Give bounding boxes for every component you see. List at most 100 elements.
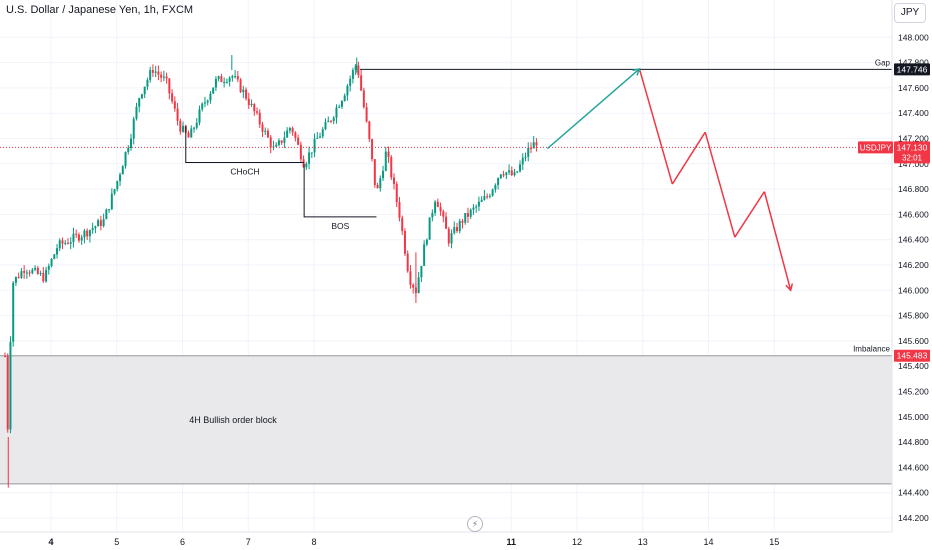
structure-label-bos: BOS <box>331 221 349 231</box>
time-tick-label: 15 <box>769 537 779 547</box>
candle-body <box>187 132 190 138</box>
candle-body <box>387 151 390 157</box>
candle-body <box>384 151 387 171</box>
candle-body <box>343 95 346 101</box>
candle-body <box>475 206 478 208</box>
candle-body <box>151 70 154 73</box>
price-tick-label: 146.800 <box>898 184 929 194</box>
candle-body <box>450 233 453 244</box>
price-tick-label: 145.800 <box>898 311 929 321</box>
price-tick-label: 146.600 <box>898 209 929 219</box>
candle-body <box>365 107 368 122</box>
candle-body <box>392 177 395 184</box>
price-tick-label: 144.200 <box>898 513 929 523</box>
candle-body <box>275 144 278 147</box>
candle-body <box>58 240 61 249</box>
candle-body <box>108 209 111 211</box>
projection-segment <box>734 191 766 238</box>
candle-body <box>94 226 97 229</box>
projection-segment <box>546 68 640 150</box>
time-tick-label: 14 <box>703 537 713 547</box>
imbalance-price-badge <box>894 349 930 362</box>
candle-body <box>395 183 398 203</box>
candle-body <box>242 89 245 93</box>
candle-body <box>154 71 157 73</box>
candle-body <box>362 90 365 108</box>
candle-body <box>403 231 406 254</box>
candle-body <box>72 233 75 243</box>
candle-body <box>212 87 215 94</box>
candle-body <box>75 233 78 235</box>
candle-body <box>324 122 327 130</box>
candle-body <box>283 137 286 143</box>
price-tick-label: 145.200 <box>898 387 929 397</box>
candle-body <box>113 189 116 194</box>
candle-body <box>160 74 163 78</box>
candle-body <box>69 242 72 244</box>
current-price-text: 147.130 <box>897 142 928 152</box>
candle-body <box>291 127 294 133</box>
candle-body <box>124 152 127 167</box>
price-axis[interactable]: 148.000 147.800 147.600 147.400 147.200 147.0… <box>858 0 932 550</box>
candle-body <box>420 265 423 278</box>
candle-body <box>453 227 456 234</box>
candle-body <box>149 70 152 81</box>
candle-body <box>458 220 461 232</box>
order-block-rect <box>0 355 892 484</box>
price-tick-label: 144.800 <box>898 437 929 447</box>
order-block-zones: 4H Bullish order block <box>0 355 892 485</box>
candle-body <box>20 271 23 278</box>
order-block-label: 4H Bullish order block <box>189 415 277 425</box>
countdown-text: 32:01 <box>902 153 923 162</box>
projection-arrow-up <box>632 67 641 76</box>
candle-body <box>423 244 426 266</box>
candle-body <box>86 230 89 237</box>
candle-body <box>519 164 522 172</box>
candle-body <box>499 174 502 179</box>
candle-body <box>371 139 374 160</box>
candle-body <box>445 216 448 229</box>
candle-body <box>357 65 360 76</box>
candle-body <box>223 81 226 83</box>
candle-body <box>50 258 53 267</box>
candle-body <box>280 140 283 143</box>
candle-body <box>431 212 434 218</box>
candle-body <box>171 93 174 102</box>
candle-body <box>182 125 185 132</box>
candle-body <box>373 159 376 185</box>
candle-body <box>480 199 483 202</box>
candle-body <box>88 230 91 237</box>
candle-body <box>524 156 527 158</box>
candle-body <box>264 130 267 132</box>
time-axis[interactable]: 456781112131415181920 <box>0 531 932 547</box>
candle-body <box>195 122 198 128</box>
gap-price-text: 147.746 <box>897 64 928 74</box>
candle-body <box>121 166 124 175</box>
candle-body <box>299 144 302 160</box>
candle-body <box>83 230 86 238</box>
candle-body <box>99 220 102 226</box>
candle-body <box>297 137 300 145</box>
currency-selector[interactable]: JPY <box>894 3 926 23</box>
candle-body <box>91 228 94 231</box>
lightning-icon[interactable]: ⚡ <box>467 516 483 532</box>
candle-body <box>502 174 505 176</box>
candle-body <box>308 152 311 164</box>
candle-body <box>376 184 379 189</box>
symbol-text: USDJPY <box>860 143 892 152</box>
candle-body <box>494 185 497 190</box>
candle-body <box>116 181 119 190</box>
candle-body <box>338 106 341 108</box>
candle-body <box>351 70 354 79</box>
candle-body <box>417 277 420 293</box>
candle-body <box>321 129 324 137</box>
candle-body <box>198 109 201 123</box>
structure-line <box>185 125 305 164</box>
candle-body <box>261 124 264 132</box>
candle-body <box>231 76 234 78</box>
candle-body <box>277 140 280 145</box>
candle-body <box>190 128 193 138</box>
price-tick-label: 146.200 <box>898 260 929 270</box>
chart-title: U.S. Dollar / Japanese Yen, 1h, FXCM <box>6 4 194 16</box>
